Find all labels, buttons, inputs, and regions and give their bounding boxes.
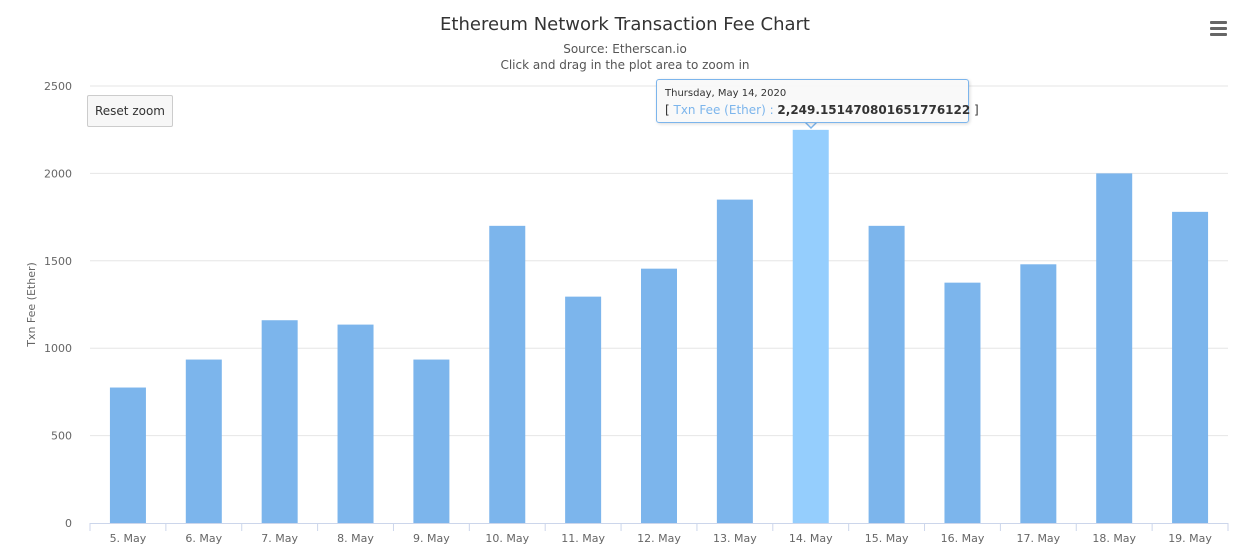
y-axis-title: Txn Fee (Ether)	[25, 262, 38, 348]
bar[interactable]	[868, 225, 905, 523]
bar[interactable]	[1172, 211, 1209, 523]
zoom-hint: Click and drag in the plot area to zoom …	[500, 58, 750, 72]
bar-series[interactable]	[109, 129, 1209, 524]
data-tooltip: Thursday, May 14, 2020 [ Txn Fee (Ether)…	[656, 79, 979, 123]
y-tick-label: 1500	[44, 255, 72, 268]
y-tick-label: 2000	[44, 167, 72, 180]
bar[interactable]	[1096, 173, 1133, 523]
x-tick-label: 15. May	[865, 532, 909, 545]
y-tick-label: 0	[65, 517, 72, 530]
bar[interactable]	[413, 359, 450, 523]
bar[interactable]	[489, 225, 526, 523]
reset-zoom-button[interactable]: Reset zoom	[87, 95, 173, 127]
x-tick-label: 8. May	[337, 532, 374, 545]
x-tick-label: 16. May	[941, 532, 985, 545]
bar[interactable]	[641, 268, 677, 523]
x-tick-label: 12. May	[637, 532, 681, 545]
tooltip-close-bracket: ]	[970, 103, 979, 117]
y-tick-label: 500	[51, 430, 72, 443]
chart-subtitle: Source: Etherscan.io	[563, 42, 687, 56]
x-axis-ticks: 5. May 6. May 7. May 8. May 9. May 10. May 11.…	[89, 523, 1229, 545]
x-tick-label: 19. May	[1168, 532, 1212, 545]
tooltip-open-bracket: [	[665, 103, 674, 117]
x-tick-label: 13. May	[713, 532, 757, 545]
bar[interactable]	[716, 199, 753, 523]
x-tick-label: 18. May	[1092, 532, 1136, 545]
bar[interactable]	[944, 282, 981, 523]
chart-title: Ethereum Network Transaction Fee Chart	[440, 14, 810, 35]
x-tick-label: 11. May	[561, 532, 605, 545]
bar[interactable]	[185, 359, 222, 523]
x-tick-label: 9. May	[413, 532, 450, 545]
y-tick-label: 1000	[44, 342, 72, 355]
tooltip-date: Thursday, May 14, 2020	[665, 88, 787, 99]
bar[interactable]	[792, 129, 829, 524]
x-tick-label: 10. May	[485, 532, 529, 545]
bar[interactable]	[565, 296, 602, 523]
x-tick-label: 5. May	[110, 532, 147, 545]
bar[interactable]	[109, 387, 146, 523]
bar[interactable]	[337, 324, 374, 523]
tooltip-value: 2,249.151470801651776122	[777, 103, 971, 117]
tooltip-arrow-fill	[803, 119, 819, 127]
bar[interactable]	[1020, 264, 1057, 523]
x-tick-label: 14. May	[789, 532, 833, 545]
hamburger-menu-icon[interactable]	[1204, 18, 1232, 42]
x-tick-label: 17. May	[1016, 532, 1060, 545]
x-tick-label: 7. May	[261, 532, 298, 545]
tooltip-value-line: [ Txn Fee (Ether) : 2,249.15147080165177…	[665, 103, 979, 117]
x-tick-label: 6. May	[185, 532, 222, 545]
y-axis-ticks: 0 500 1000 1500 2000 2500	[44, 80, 72, 530]
tooltip-series-label: Txn Fee (Ether) :	[673, 103, 778, 117]
y-tick-label: 2500	[44, 80, 72, 93]
bar[interactable]	[261, 320, 298, 523]
